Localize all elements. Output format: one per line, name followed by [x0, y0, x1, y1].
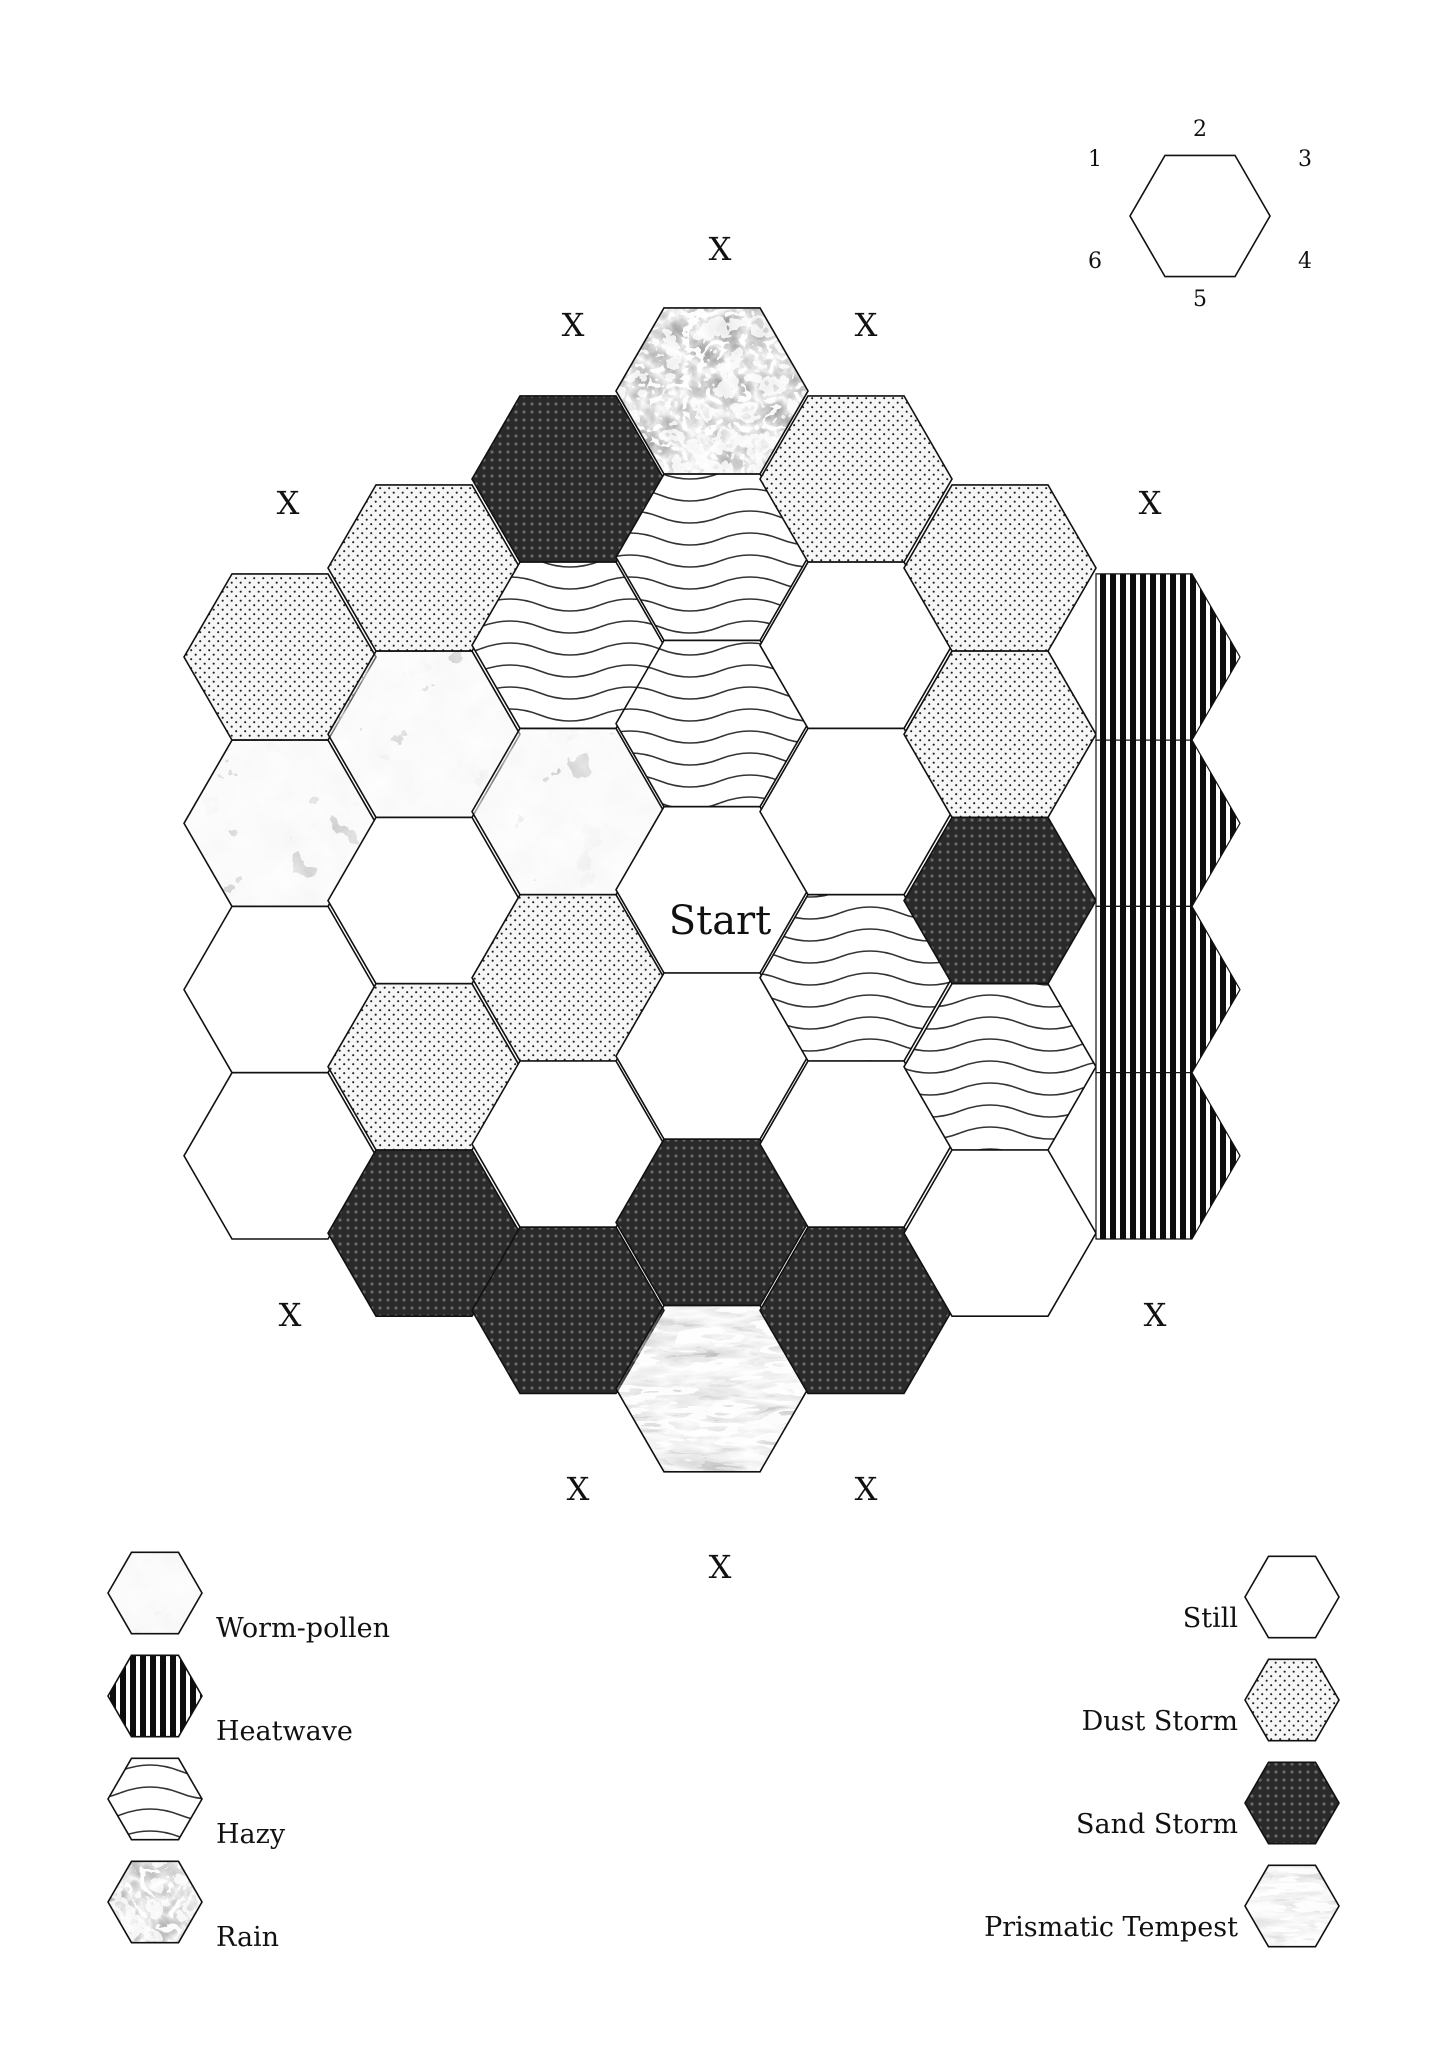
start-label: Start: [669, 898, 772, 944]
direction-key: 1 2 3 4 5 6: [1088, 117, 1312, 312]
hex-heatwave: [1095, 739, 1241, 908]
legend-label-heatwave: Heatwave: [216, 1716, 353, 1747]
heatwave-fill: [1095, 739, 1241, 908]
exit-marker: X: [562, 306, 585, 344]
hex-heatwave: [1095, 905, 1241, 1074]
exit-marker: X: [855, 1470, 878, 1508]
worm-pollen-texture: [108, 1552, 202, 1634]
direction-label: 2: [1193, 117, 1207, 142]
legend-swatch-prismatic-tempest: [1244, 1864, 1340, 1948]
rain-texture: [108, 1861, 202, 1943]
dust-storm-fill: [1244, 1658, 1340, 1742]
legend-label-hazy: Hazy: [216, 1819, 286, 1850]
hex-rain: [615, 307, 809, 475]
legend-swatch-sand-storm: [1244, 1761, 1340, 1845]
hazy-fill: [107, 1757, 203, 1841]
legend-swatch-worm-pollen: [107, 1551, 203, 1635]
exit-marker: X: [1139, 484, 1162, 522]
exit-marker: X: [567, 1470, 590, 1508]
legend-label-prismatic-tempest: Prismatic Tempest: [984, 1912, 1238, 1943]
heatwave-fill: [1095, 1072, 1241, 1240]
direction-label: 4: [1298, 249, 1312, 274]
prismatic-tempest-texture: [1245, 1865, 1339, 1947]
direction-label: 1: [1088, 147, 1102, 172]
legend-swatch-dust-storm: [1244, 1658, 1340, 1742]
exit-marker: X: [709, 230, 732, 268]
sand-storm-fill: [1244, 1761, 1340, 1845]
hex-heatwave: [1095, 573, 1241, 741]
heatwave-fill: [107, 1654, 203, 1738]
legend-swatch-hazy: [107, 1757, 203, 1841]
heatwave-fill: [1095, 905, 1241, 1074]
direction-label: 6: [1088, 249, 1102, 274]
exit-markers: X X X X X X X X X X: [277, 230, 1167, 1586]
direction-key-hex: [1129, 154, 1271, 278]
terrain-legend: Worm-pollen Heatwave Hazy Rain Still Dust Sto…: [107, 1551, 1340, 1953]
legend-label-dust-storm: Dust Storm: [1082, 1706, 1238, 1737]
legend-swatch-heatwave: [107, 1654, 203, 1738]
exit-marker: X: [1144, 1296, 1167, 1334]
direction-label: 5: [1193, 287, 1207, 312]
hex-heatwave: [1095, 1072, 1241, 1240]
exit-marker: X: [277, 484, 300, 522]
legend-label-worm-pollen: Worm-pollen: [216, 1613, 390, 1644]
legend-swatch-still: [1244, 1555, 1340, 1639]
legend-label-sand-storm: Sand Storm: [1076, 1809, 1238, 1840]
legend-swatch-rain: [107, 1860, 203, 1944]
legend-label-rain: Rain: [216, 1922, 279, 1953]
direction-label: 3: [1298, 147, 1312, 172]
legend-label-still: Still: [1183, 1603, 1238, 1634]
still-fill: [1244, 1555, 1340, 1639]
heatwave-fill: [1095, 573, 1241, 741]
hex-tiles: [183, 307, 1241, 1473]
exit-marker: X: [279, 1296, 302, 1334]
exit-marker: X: [709, 1548, 732, 1586]
board-labels: Start: [669, 898, 772, 944]
exit-marker: X: [855, 306, 878, 344]
